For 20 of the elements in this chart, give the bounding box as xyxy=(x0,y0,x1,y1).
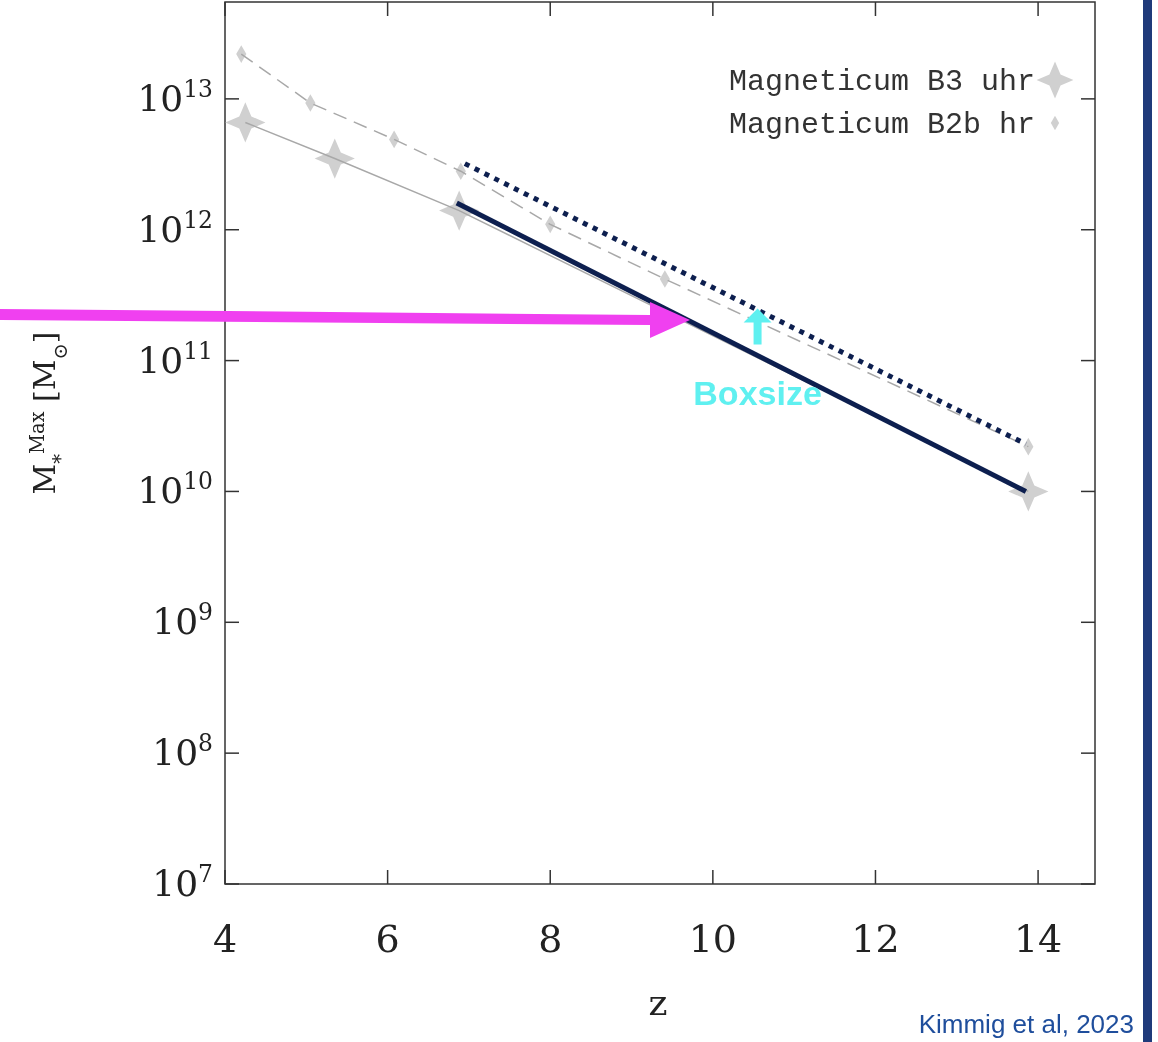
legend-label: Magneticum B2b hr xyxy=(728,108,1035,142)
x-tick-label: 14 xyxy=(1013,917,1063,961)
point xyxy=(314,138,355,179)
x-tick-label: 8 xyxy=(538,917,563,961)
x-tick-label: 10 xyxy=(688,917,738,961)
y-tick-label: 10$^{10}$ xyxy=(137,467,213,512)
y-tick-label: 10$^{11}$ xyxy=(137,336,213,381)
x-tick-label: 6 xyxy=(375,917,400,961)
text: Kimmig et al, 2023 xyxy=(918,1009,1134,1039)
annotation: Boxsize xyxy=(693,373,822,412)
y-tick-label: 10$^{13}$ xyxy=(137,74,213,119)
y-tick-label: 10$^{9}$ xyxy=(152,598,213,643)
y-tick-label: 10$^{8}$ xyxy=(152,729,213,774)
x-tick-label: 12 xyxy=(851,917,900,961)
y-tick-label: 10$^{7}$ xyxy=(152,860,213,904)
point xyxy=(225,102,266,143)
x-tick-label: 4 xyxy=(212,917,238,961)
legend-label: Magneticum B3 uhr xyxy=(728,65,1035,99)
x-axis-title: z xyxy=(648,982,668,1023)
y-tick-label: 10$^{12}$ xyxy=(137,205,213,250)
